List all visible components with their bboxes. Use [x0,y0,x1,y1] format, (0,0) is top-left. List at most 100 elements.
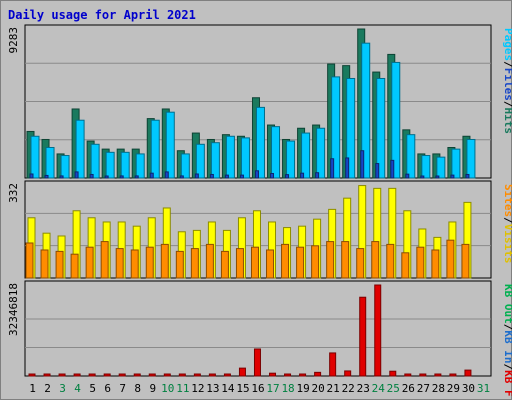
x-tick-label-2: 2 [44,382,51,395]
bar-sites-9 [145,246,154,279]
bar-files-4 [75,119,85,179]
bar-files-27 [421,155,431,179]
bar-sites-30 [461,243,470,279]
bar-sites-24 [371,241,380,279]
bar-files-24 [376,77,386,179]
legend-item: Files [502,68,512,101]
x-tick-label-7: 7 [119,382,126,395]
bar-kb-f-15 [238,367,246,377]
bar-kb-f-2 [43,373,51,377]
bar-pages-15 [239,174,244,179]
bar-sites-6 [100,241,109,279]
bar-files-19 [301,132,311,179]
bar-kb-f-6 [103,373,111,377]
x-tick-label-28: 28 [432,382,445,395]
bar-pages-26 [405,173,410,179]
x-tick-label-11: 11 [176,382,189,395]
bar-pages-23 [360,150,365,179]
bar-files-7 [120,151,130,179]
bar-pages-13 [209,173,214,179]
bar-pages-21 [330,158,335,179]
bar-files-23 [361,42,371,179]
bar-pages-3 [59,175,64,179]
bar-files-29 [451,148,461,179]
bar-files-3 [60,155,70,179]
bar-files-13 [210,142,220,179]
bar-sites-17 [266,249,275,279]
bar-kb-f-16 [253,348,261,377]
bar-kb-f-30 [464,369,472,377]
bar-files-9 [150,119,160,179]
bar-files-12 [195,143,205,179]
x-tick-label-17: 17 [266,382,279,395]
x-tick-label-12: 12 [191,382,204,395]
bar-sites-27 [416,246,425,279]
bar-pages-14 [224,174,229,179]
bar-kb-f-11 [178,373,186,377]
series-files [30,42,476,179]
legend-kbytes: KB Out/KB In/KB F [502,284,512,397]
bar-kb-f-5 [88,373,96,377]
x-axis-labels: 1 2 3 4 5 6 7 8 9 10 11 12 13 14 15 16 17 18 19 20 21 22 23 24 2… [29,382,490,395]
x-tick-label-10: 10 [161,382,174,395]
bar-kb-f-13 [208,373,216,377]
bar-files-14 [225,135,235,179]
bar-sites-21 [326,241,335,279]
legend-item: Visits [502,224,512,264]
bar-kb-f-1 [28,373,36,377]
bar-sites-4 [70,253,79,279]
bar-pages-20 [315,172,320,179]
bar-pages-2 [44,174,49,179]
bar-files-17 [271,126,281,179]
x-tick-label-18: 18 [281,382,294,395]
x-tick-label-21: 21 [327,382,340,395]
bar-sites-2 [40,249,49,279]
bar-pages-22 [345,157,350,179]
bar-pages-5 [89,173,94,179]
panel-visits-sites: 332 Sites/Visits [7,180,512,279]
bar-pages-16 [254,170,259,179]
bar-kb-f-14 [223,373,231,377]
legend-item: / [502,364,512,371]
series-pages [29,150,470,179]
bar-files-30 [466,138,476,179]
bar-pages-25 [390,159,395,179]
series-sites [25,239,470,279]
bar-pages-19 [300,172,305,179]
bar-kb-f-19 [299,373,307,377]
bar-sites-19 [296,246,305,279]
legend-item: Hits [502,108,512,135]
x-tick-label-24: 24 [372,382,386,395]
bar-sites-25 [386,243,395,279]
y-axis-max-label: 32346818 [7,283,20,336]
legend-item: / [502,101,512,108]
x-tick-label-8: 8 [134,382,141,395]
bar-kb-f-7 [118,373,126,377]
bar-pages-10 [164,171,169,179]
bar-files-26 [406,134,416,179]
x-tick-label-16: 16 [251,382,264,395]
bar-kb-f-17 [269,372,277,377]
x-tick-label-9: 9 [149,382,156,395]
panel-kbytes: 32346818 KB Out/KB In/KB F [7,280,512,397]
x-tick-label-5: 5 [89,382,96,395]
bar-kb-f-12 [193,373,201,377]
chart-panels: 9283Pages/Files/Hits332Sites/Visits32346… [7,24,512,397]
bar-pages-1 [29,173,34,179]
bar-sites-15 [235,248,244,279]
x-tick-label-13: 13 [206,382,219,395]
x-tick-label-1: 1 [29,382,36,395]
x-tick-label-29: 29 [447,382,460,395]
bar-kb-f-8 [133,373,141,377]
bar-pages-27 [420,175,425,179]
x-tick-label-19: 19 [296,382,309,395]
bar-kb-f-25 [389,370,397,377]
x-tick-label-30: 30 [462,382,475,395]
x-tick-label-15: 15 [236,382,249,395]
bar-pages-6 [104,175,109,179]
bar-files-18 [286,140,296,179]
bar-kb-f-23 [359,296,367,377]
legend-item: / [502,217,512,224]
bar-pages-18 [285,174,290,179]
